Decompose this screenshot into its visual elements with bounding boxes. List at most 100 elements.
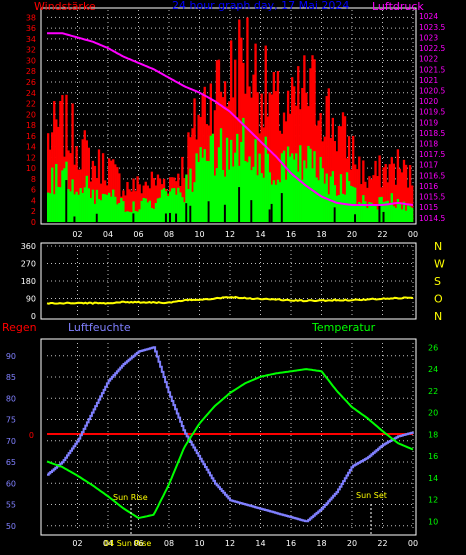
gust-bar — [73, 164, 76, 222]
wind-bar — [345, 172, 349, 222]
compass-tick: N — [434, 310, 442, 323]
wind-bar — [144, 198, 147, 222]
x-tick: 12 — [225, 539, 235, 548]
pressure-line — [47, 32, 414, 206]
wind-tick: 10 — [26, 164, 36, 173]
gust-bar — [384, 164, 387, 222]
gust-bar — [323, 136, 326, 222]
x-tick: 22 — [377, 230, 387, 239]
wind-bar — [380, 196, 383, 222]
wind-tick: 28 — [26, 67, 36, 76]
wind-bar — [323, 183, 326, 222]
wind-bar — [398, 203, 402, 222]
wind-bar — [256, 175, 259, 222]
wind-bar — [272, 180, 276, 222]
gust-bar — [396, 149, 400, 222]
humidity-axis-label: Luftfeuchte — [68, 321, 131, 334]
humidity-tick: 85 — [6, 373, 16, 382]
calm-gap — [65, 180, 68, 222]
wind-tick: 20 — [26, 110, 36, 119]
x-tick: 02 — [72, 230, 82, 239]
gust-bar — [53, 101, 56, 222]
calm-gap — [185, 203, 188, 222]
wind-bar — [110, 196, 113, 222]
gust-bar — [240, 37, 243, 223]
wind-bar — [307, 145, 310, 222]
pressure-tick: 1015 — [419, 203, 438, 212]
gust-bar — [93, 165, 97, 222]
gust-bar — [244, 93, 247, 222]
gust-bar — [402, 159, 406, 222]
wind-bar — [162, 188, 166, 222]
pressure-tick: 1021.5 — [419, 65, 445, 74]
gust-bar — [325, 96, 328, 222]
gust-bar — [150, 171, 154, 222]
pressure-axis-label: Luftdruck — [372, 0, 424, 13]
gust-bar — [311, 55, 314, 222]
wind-bar — [368, 202, 371, 222]
gust-bar — [132, 178, 135, 222]
wind-bar — [223, 176, 227, 222]
temperature-tick: 22 — [428, 387, 438, 396]
wind-bar — [331, 171, 334, 222]
wind-bar — [91, 189, 95, 222]
sunset-label: Sun Set — [356, 491, 387, 500]
humidity-tick: 55 — [6, 501, 16, 510]
temperature-tick: 18 — [428, 430, 438, 439]
gust-bar — [136, 176, 139, 222]
wind-bar — [301, 179, 304, 222]
direction-degree-ticks: 0 90 180 270 360 — [21, 242, 36, 321]
temperature-tick: 10 — [428, 517, 438, 526]
wind-bar — [103, 194, 107, 222]
gust-bar — [378, 155, 381, 222]
gust-bar — [61, 95, 64, 222]
gust-bar — [260, 93, 263, 223]
wind-tick: 30 — [26, 56, 36, 65]
wind-tick: 12 — [26, 153, 36, 162]
wind-bar — [254, 139, 257, 222]
humidity-tick: 65 — [6, 458, 16, 467]
x-tick: 22 — [377, 539, 387, 548]
wind-bar — [311, 168, 314, 222]
pressure-tick: 1022 — [419, 55, 438, 64]
wind-bar — [396, 198, 400, 222]
wind-bar — [132, 201, 135, 222]
wind-bar — [201, 157, 204, 222]
wind-tick: 24 — [26, 89, 36, 98]
wind-bar — [400, 209, 404, 222]
wind-bar — [234, 152, 237, 222]
x-tick: 10 — [194, 230, 204, 239]
pressure-tick: 1020 — [419, 97, 438, 106]
wind-bar — [146, 202, 149, 222]
sunrise-tick-label: 04 Sun Rise — [104, 539, 151, 548]
gust-bar — [81, 139, 84, 222]
wind-bar — [366, 208, 369, 222]
wind-tick: 38 — [26, 13, 36, 22]
wind-bar — [410, 207, 414, 222]
wind-bar — [140, 200, 143, 222]
x-tick: 16 — [286, 539, 296, 548]
gust-bar — [187, 132, 190, 222]
wind-bar — [173, 188, 176, 222]
calm-gap — [223, 204, 226, 222]
pressure-tick: 1019 — [419, 118, 438, 127]
rain-zero-tick: 0 — [29, 431, 34, 440]
wind-bar — [240, 141, 243, 222]
wind-bar — [211, 133, 215, 222]
wind-bar — [333, 185, 337, 222]
pressure-tick: 1022.5 — [419, 44, 445, 53]
wind-bar — [374, 205, 377, 222]
calm-gap — [132, 213, 135, 222]
gust-bar — [337, 125, 341, 222]
gust-bar — [341, 112, 345, 222]
wind-bar — [215, 168, 219, 222]
pressure-tick: 1016 — [419, 182, 438, 191]
pressure-tick: 1018.5 — [419, 129, 445, 138]
wind-bar — [73, 194, 76, 222]
wind-bar — [244, 161, 247, 222]
wind-bar — [197, 161, 200, 222]
gust-bar — [59, 100, 62, 222]
wind-bar — [71, 179, 74, 222]
